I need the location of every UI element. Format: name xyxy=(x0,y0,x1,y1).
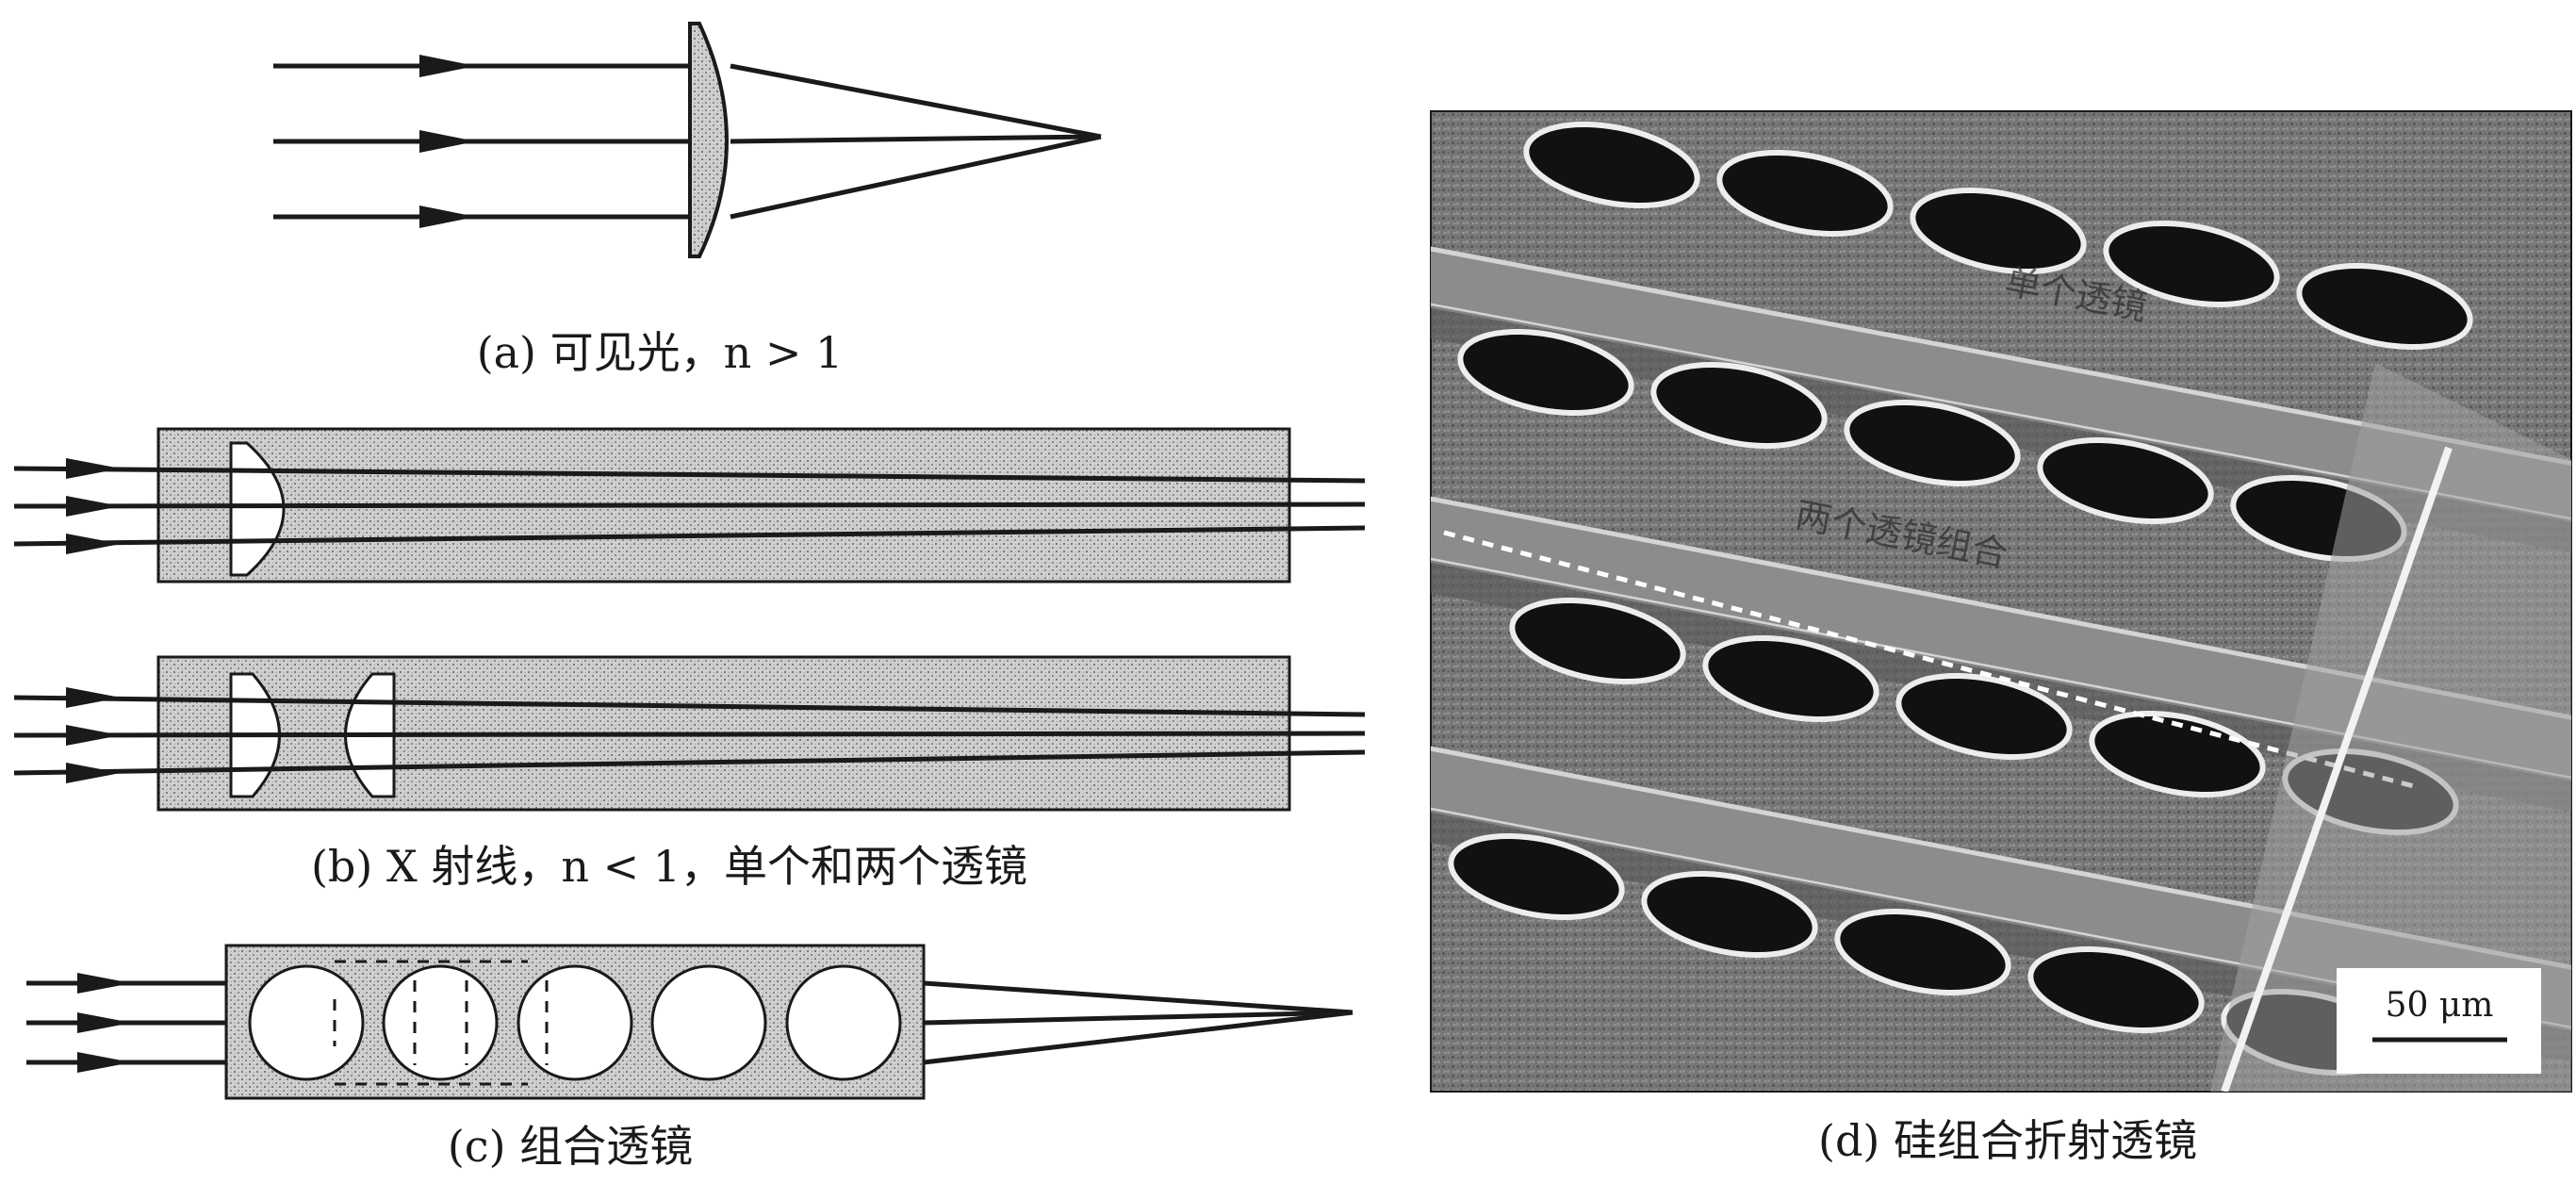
panel-b-single-lens xyxy=(13,427,1366,584)
converging-ray-c-1 xyxy=(923,980,1354,1015)
compound-lens-element-2 xyxy=(382,964,499,1081)
panel-c-compound-lens: (c) 组合透镜 xyxy=(26,944,1354,1172)
converging-ray-c-2 xyxy=(923,1010,1354,1026)
arrow-b2-3 xyxy=(66,763,121,783)
arrow-c-1 xyxy=(77,973,132,994)
compound-lens-element-1 xyxy=(248,964,365,1081)
converging-ray-a-3 xyxy=(730,134,1102,220)
converging-ray-c-3 xyxy=(923,1010,1354,1065)
arrow-c-3 xyxy=(77,1052,132,1073)
panel-d-sem-image: 单个透镜 两个透镜组合 50 μm (d) 硅组合折射透镜 xyxy=(1430,110,2572,1166)
arrow-b2-1 xyxy=(66,687,121,708)
compound-lens-element-3 xyxy=(517,964,633,1081)
arrow-b2-2 xyxy=(66,725,121,746)
lens-aperture-rows xyxy=(1448,121,2473,1077)
arrow-b1-1 xyxy=(66,458,121,479)
compound-lens-element-5 xyxy=(785,964,902,1081)
caption-d: (d) 硅组合折射透镜 xyxy=(1818,1115,2197,1166)
convex-lens-icon xyxy=(688,22,729,258)
panel-a-visible-light: (a) 可见光，n > 1 xyxy=(273,22,1102,378)
converging-ray-a-1 xyxy=(730,63,1102,140)
arrow-b1-2 xyxy=(66,496,121,517)
caption-b: (b) X 射线，n < 1，单个和两个透镜 xyxy=(311,841,1027,892)
compound-lens-element-4 xyxy=(650,964,767,1081)
converging-ray-a-2 xyxy=(730,134,1102,144)
caption-a: (a) 可见光，n > 1 xyxy=(477,327,844,378)
scale-bar: 50 μm xyxy=(2337,968,2541,1074)
optical-axis-dashed-line xyxy=(1443,530,2419,790)
scale-bar-label: 50 μm xyxy=(2386,986,2494,1025)
arrow-a-1 xyxy=(419,55,476,77)
arrow-a-2 xyxy=(419,130,476,153)
arrow-b1-3 xyxy=(66,534,121,554)
dashed-guides xyxy=(333,960,549,1086)
caption-c: (c) 组合透镜 xyxy=(448,1121,693,1172)
arrow-c-2 xyxy=(77,1012,132,1033)
arrow-a-3 xyxy=(419,205,476,228)
panel-b-two-lenses: (b) X 射线，n < 1，单个和两个透镜 xyxy=(13,655,1366,892)
sem-structure xyxy=(1431,121,2571,1092)
